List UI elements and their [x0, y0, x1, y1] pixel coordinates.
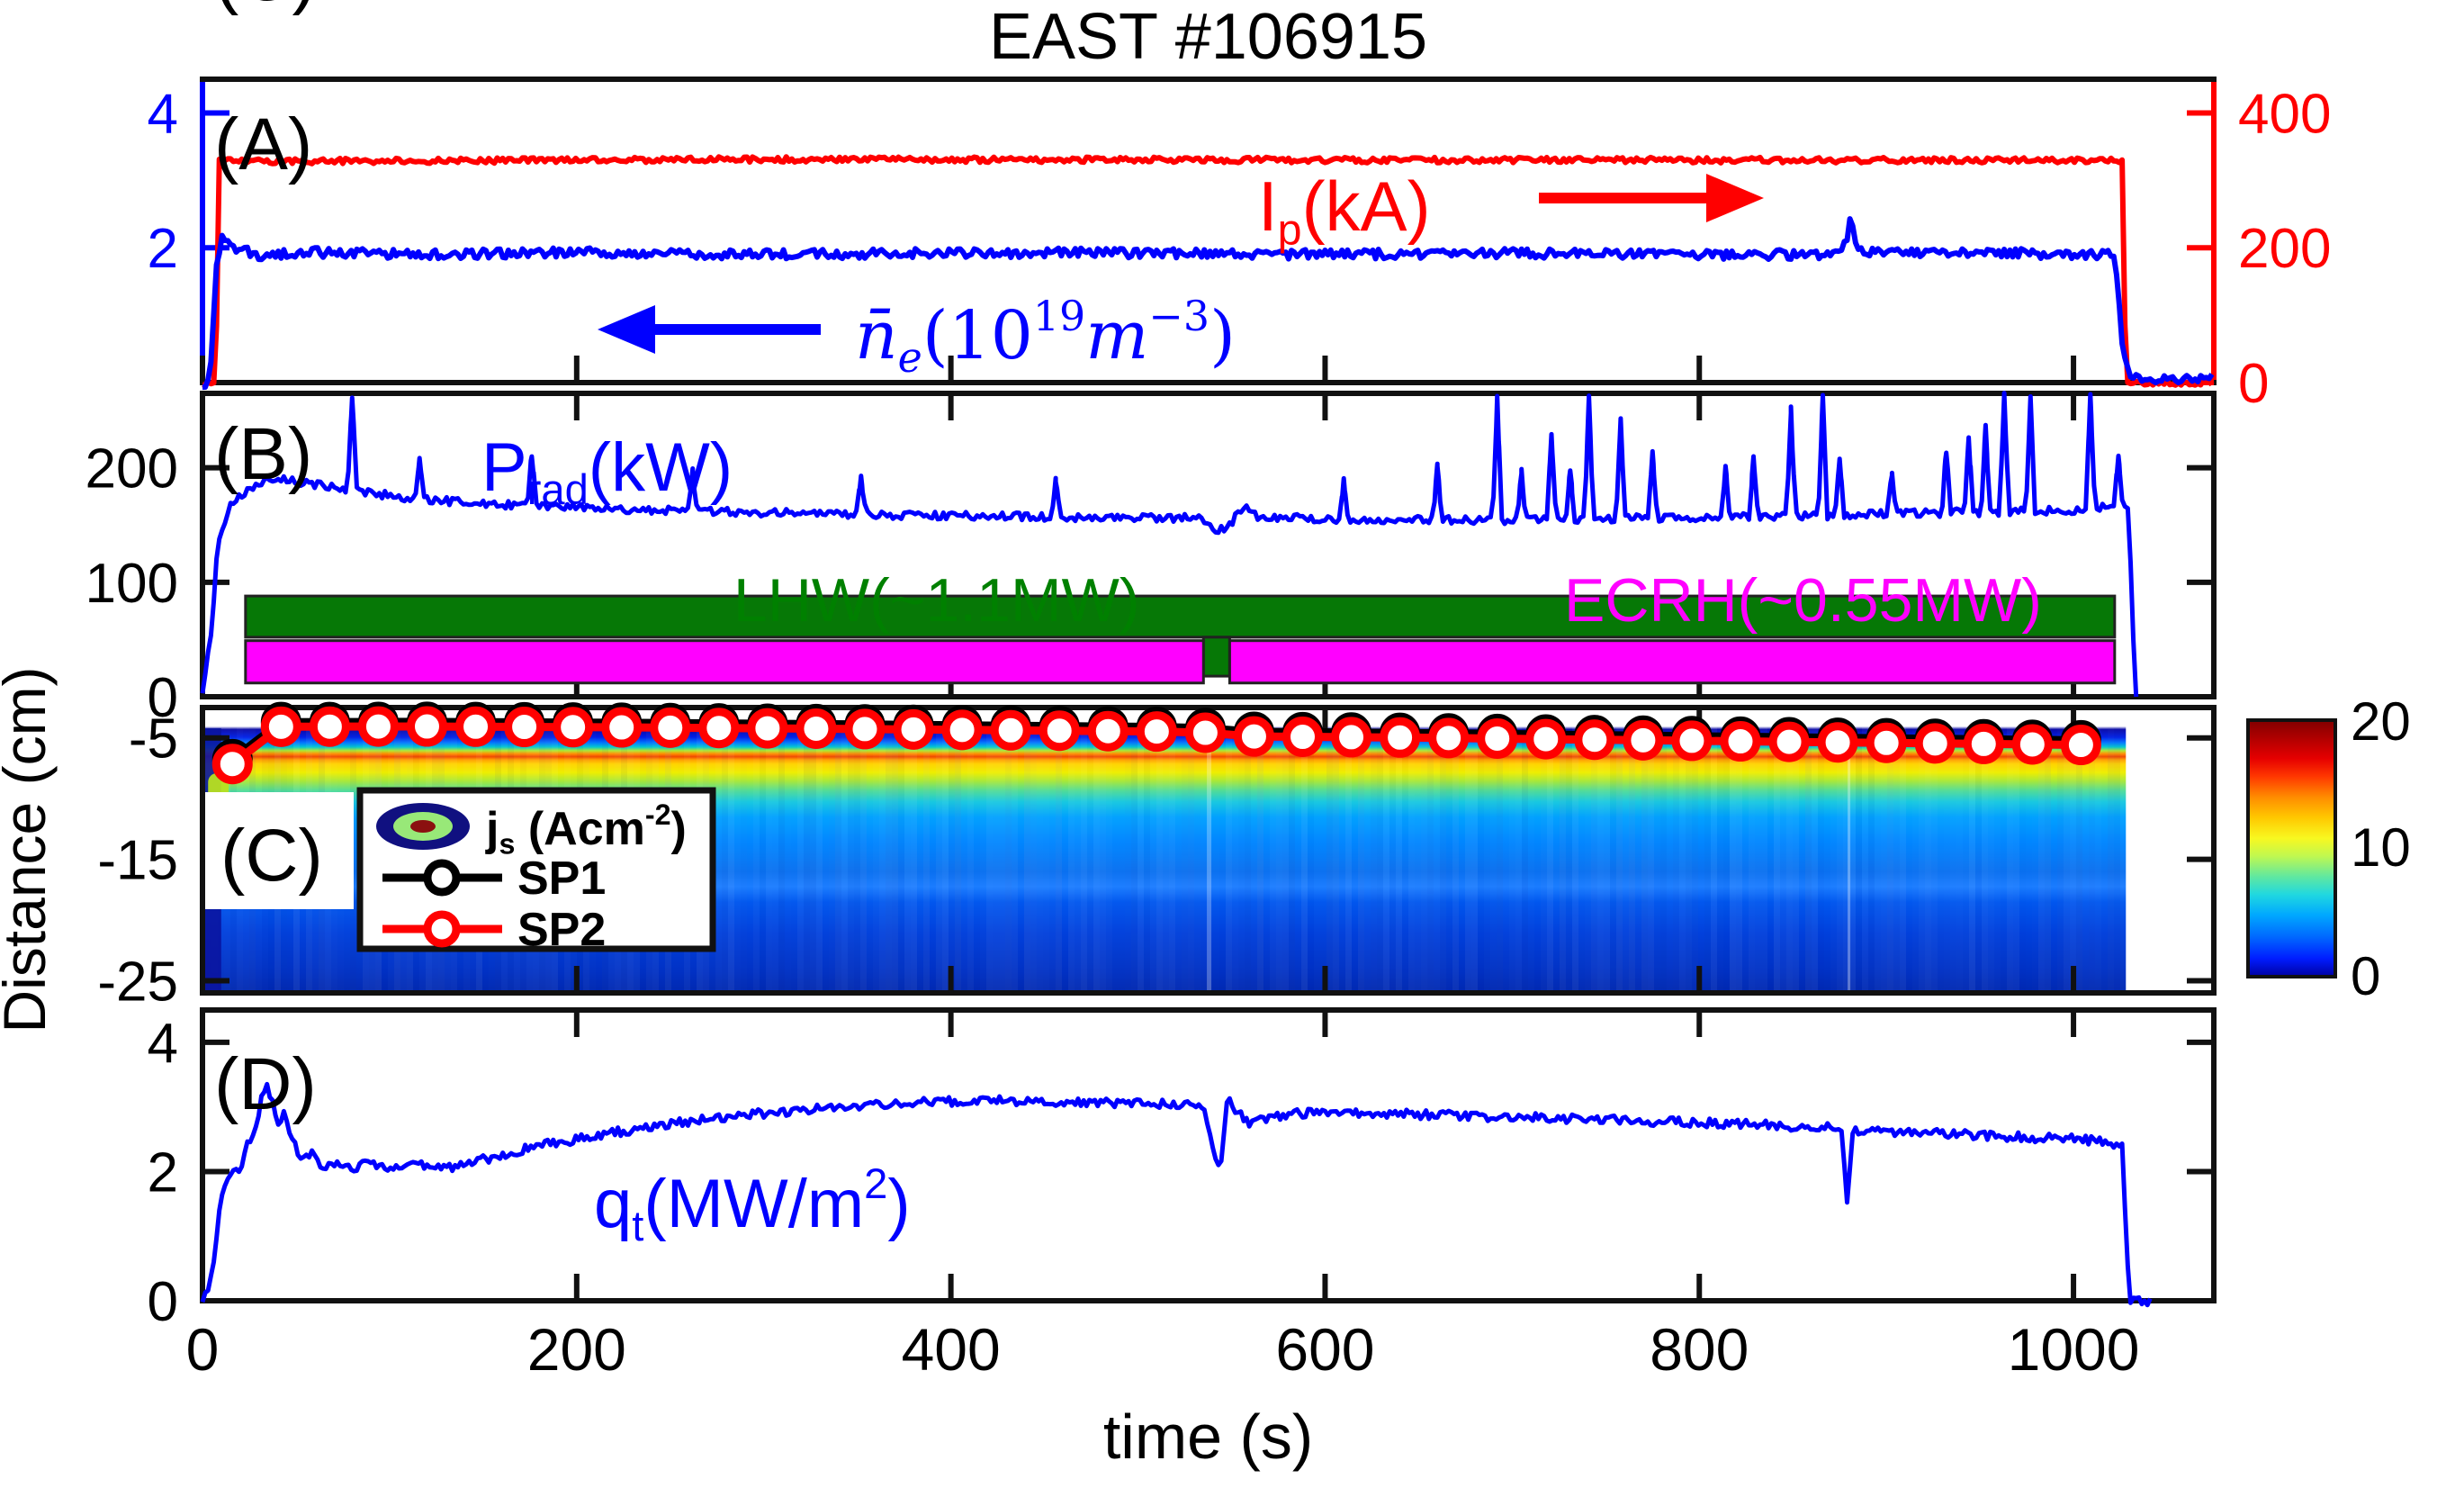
bar-ECRH — [244, 639, 1205, 685]
colorbar: 20 10 0 — [2246, 691, 2411, 1006]
series-SP2 — [211, 706, 2101, 785]
ytick-D: 2 — [148, 1141, 178, 1204]
legend-marker-SP2 — [423, 910, 461, 948]
figure-title: EAST #106915 — [988, 1, 1428, 73]
xtick-800: 800 — [1650, 1316, 1749, 1383]
colorbar-tick: 0 — [2351, 946, 2380, 1006]
panel-c-label-patch — [205, 792, 354, 909]
ytick-B: 100 — [85, 553, 178, 615]
legend-entry-SP2: SP2 — [382, 904, 606, 956]
panel-B-content: Prad(kW)LHW(~1.1MW) ECRH(~0.55MW) (B) — [200, 391, 2139, 698]
distance-axis-label: Distance (cm) — [0, 666, 58, 1033]
ip-label: Ip(kA) — [1258, 167, 1431, 255]
lhw-label: LHW(~1.1MW) — [733, 566, 1139, 635]
ytick-right-A: 400 — [2238, 83, 2331, 145]
colorbar-tick: 10 — [2351, 817, 2411, 878]
xtick-1000: 1000 — [2008, 1316, 2140, 1383]
legend-label-SP2: SP2 — [517, 904, 606, 956]
panel-A-frame: 2 4 0 200 400 — [148, 77, 2331, 415]
legend-label-js: js (Acm-2) — [485, 798, 687, 860]
panel-tag-A: (A) — [214, 104, 312, 185]
ytick-right-A: 200 — [2238, 218, 2331, 280]
series-ne — [202, 216, 2215, 391]
ecrh-label: ECRH(~0.55MW) — [1564, 566, 2042, 635]
legend-label-SP1: SP1 — [517, 852, 606, 905]
xtick-600: 600 — [1275, 1316, 1374, 1383]
ytick-C: -25 — [97, 951, 178, 1014]
bar-LHW — [244, 594, 2117, 639]
ytick-A: 4 — [148, 83, 178, 145]
ytick-right-A: 0 — [2238, 353, 2269, 415]
series-Ip — [202, 154, 2215, 388]
arrow-right-icon — [1539, 174, 1764, 222]
ytick-D: 0 — [148, 1271, 178, 1333]
heatmap-stripe — [1207, 726, 1212, 993]
panel-tag-C: (C) — [220, 815, 323, 897]
ytick-A: 2 — [148, 218, 178, 280]
panel-tag-C: (C) — [214, 0, 317, 16]
colorbar-gradient — [2246, 718, 2337, 978]
panel-B-frame: 0 100 200 — [85, 391, 2217, 729]
ne-label: n̄e(1019m−3) — [855, 292, 1236, 382]
bar-LHW-notch — [1201, 636, 1231, 678]
heatmap-stripe — [1848, 726, 1851, 993]
panel-A-content: Ip(kA)n̄e(1019m−3) (A) — [202, 104, 2215, 391]
time-axis-label: time (s) — [1102, 1402, 1314, 1472]
prad-label: Prad(kW) — [481, 429, 733, 513]
ytick-B: 0 — [148, 667, 178, 729]
series-qt — [200, 1081, 2153, 1308]
panel-D-content: qt(MW/m2) (D) — [200, 1043, 2153, 1308]
panel-tag-B: (B) — [214, 413, 312, 495]
xtick-0: 0 — [186, 1316, 220, 1383]
panel-D-frame: 0 2 4 — [148, 1007, 2217, 1333]
colorbar-tick: 20 — [2351, 691, 2411, 752]
ytick-B: 200 — [85, 438, 178, 501]
panel-tag-D: (D) — [214, 1043, 317, 1125]
series-Prad — [200, 391, 2139, 698]
bar-ECRH — [1228, 639, 2117, 685]
arrow-left-icon — [598, 305, 821, 354]
legend-entry-js: js (Acm-2) — [376, 798, 687, 860]
qt-label: qt(MW/m2) — [594, 1159, 911, 1249]
xtick-200: 200 — [527, 1316, 626, 1383]
xtick-400: 400 — [902, 1316, 1001, 1383]
time-tick-labels: 0 200 400 600 800 1000 — [186, 1316, 2140, 1383]
ytick-D: 4 — [148, 1013, 178, 1075]
legend-entry-SP1: SP1 — [382, 852, 606, 905]
ytick-C: -15 — [97, 830, 178, 892]
legend-marker-SP1 — [423, 859, 461, 897]
ytick-C: -5 — [129, 708, 178, 771]
